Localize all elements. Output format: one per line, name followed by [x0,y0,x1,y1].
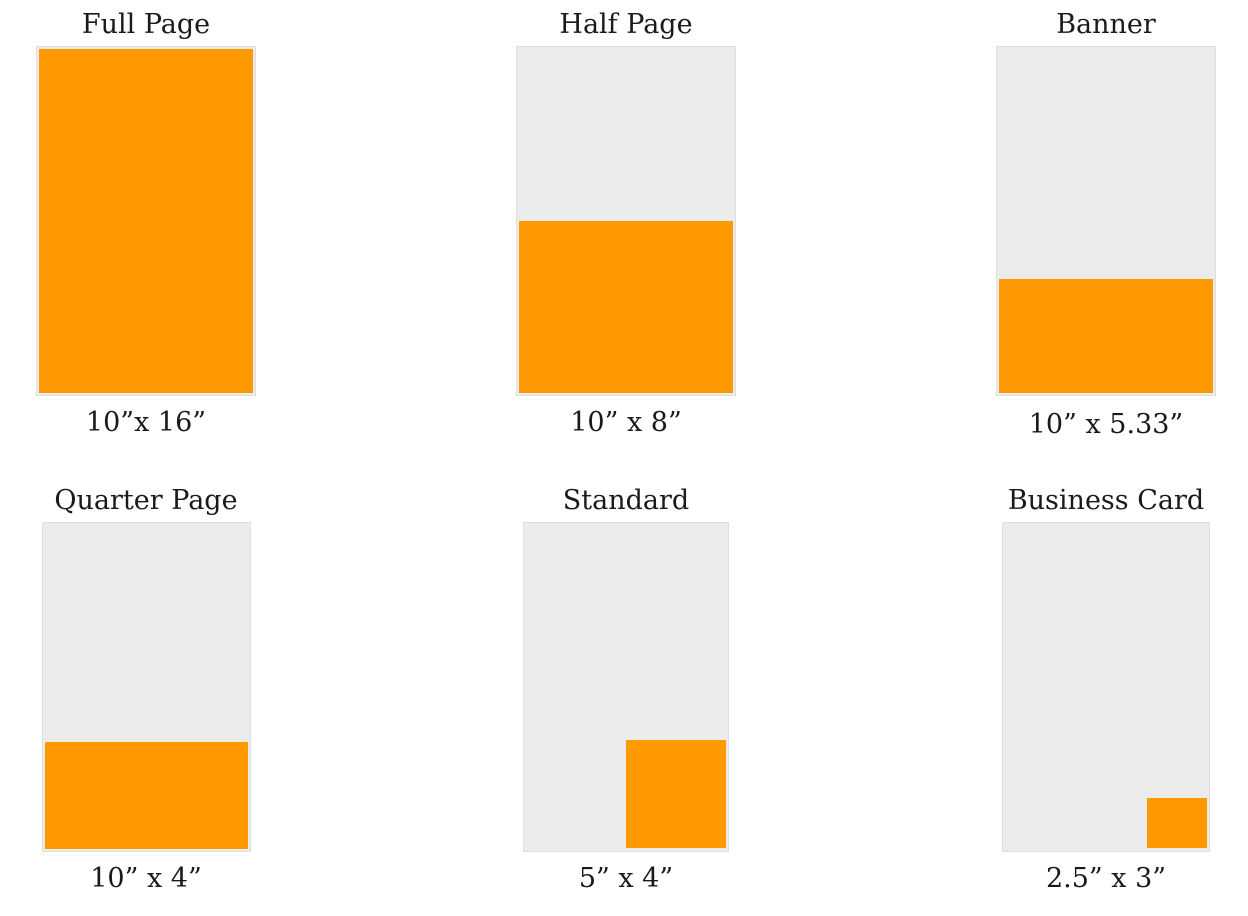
ad-dimensions: 10” x 4” [90,863,202,894]
ad-area [626,740,726,848]
ad-dimensions: 5” x 4” [578,863,674,894]
page-outline [42,522,251,852]
ad-title: Banner [1056,9,1156,40]
ad-area [39,49,253,393]
ad-title: Standard [562,485,690,516]
page-outline [996,46,1216,396]
page-outline [36,46,256,396]
ad-card-full-page: Full Page 10”x 16” [6,8,286,448]
page-outline [523,522,729,852]
ad-area [45,742,248,849]
ad-title: Business Card [1007,485,1205,516]
ad-card-half-page: Half Page 10” x 8” [486,8,766,448]
ad-card-standard: Standard 5” x 4” [486,484,766,904]
ad-title: Full Page [81,9,211,40]
page-outline [1002,522,1210,852]
ad-dimensions: 10”x 16” [85,407,207,438]
ad-dimensions: 10” x 8” [570,407,682,438]
ad-card-business-card: Business Card 2.5” x 3” [966,484,1246,904]
page-outline [516,46,736,396]
ad-area [999,279,1213,393]
ad-area [519,221,733,393]
ad-dimensions: 10” x 5.33” [1028,409,1184,440]
ad-card-banner: Banner 10” x 5.33” [966,8,1246,448]
ad-title: Half Page [559,9,693,40]
ad-area [1147,798,1207,848]
ad-dimensions: 2.5” x 3” [1045,863,1167,894]
ad-card-quarter-page: Quarter Page 10” x 4” [6,484,286,904]
ad-title: Quarter Page [54,485,238,516]
